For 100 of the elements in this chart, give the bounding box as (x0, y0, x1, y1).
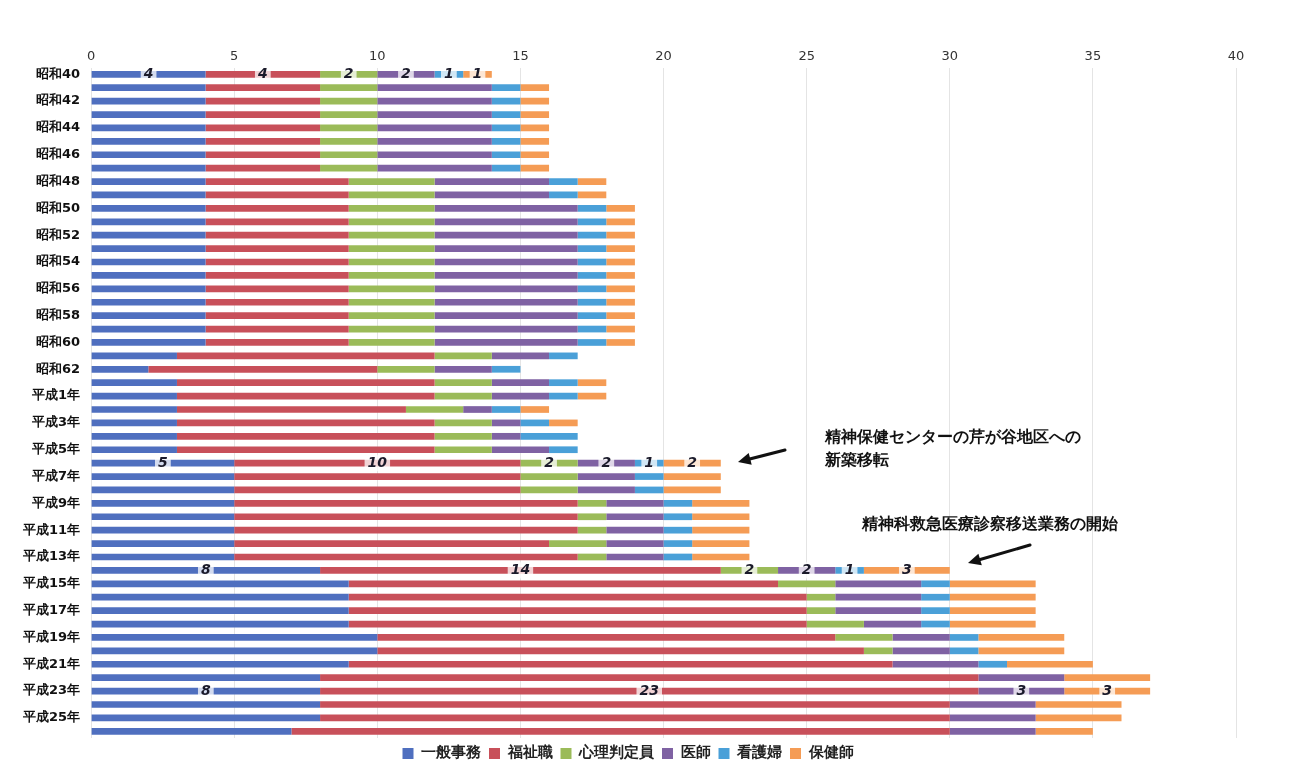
y-tick-label: 平成1年 (31, 387, 81, 403)
data-label: 8 (200, 681, 211, 698)
bar (348, 178, 435, 185)
bar (491, 151, 521, 159)
y-tick-label: 昭和44 (36, 119, 81, 135)
bar (205, 298, 349, 306)
y-tick-label: 平成23年 (22, 682, 81, 698)
data-label: 2 (544, 453, 554, 470)
bar (520, 473, 578, 480)
bar (91, 285, 206, 293)
y-tick-label: 平成19年 (22, 628, 81, 644)
bar (606, 218, 635, 226)
y-tick-label: 昭和56 (36, 280, 81, 296)
bar (205, 205, 349, 212)
bar (434, 312, 578, 319)
bar (663, 513, 693, 521)
bar (91, 151, 206, 159)
bar (205, 285, 349, 293)
bar (205, 84, 321, 92)
bar (320, 714, 950, 722)
x-tick-label: 35 (1084, 48, 1102, 64)
bar (692, 513, 750, 521)
bar (491, 432, 521, 440)
bar (806, 607, 836, 614)
y-tick-label: 昭和48 (36, 172, 81, 188)
bar (1064, 674, 1151, 682)
legend-label: 医師 (680, 743, 711, 762)
bar (1007, 660, 1093, 668)
bar (577, 513, 607, 521)
bar (348, 231, 435, 239)
bar (205, 111, 321, 118)
bar (606, 205, 635, 212)
bar (491, 84, 521, 92)
bar (634, 473, 664, 480)
bar (377, 84, 492, 92)
y-tick-label: 昭和54 (36, 253, 81, 269)
data-label: 5 (158, 453, 169, 470)
bar (348, 272, 435, 279)
y-tick-label: 平成17年 (22, 602, 81, 617)
bar (377, 647, 864, 655)
bar (91, 191, 206, 199)
bar (434, 365, 492, 373)
bar (663, 526, 693, 534)
x-tick-label: 20 (655, 48, 672, 64)
bar (663, 473, 721, 480)
bar (91, 124, 206, 132)
bar (1035, 727, 1093, 735)
bar (692, 526, 750, 534)
bar (949, 714, 1036, 722)
bar (577, 473, 635, 480)
bar (91, 674, 321, 682)
bar (892, 660, 979, 668)
bar (176, 392, 435, 400)
bar (91, 379, 177, 387)
bar (234, 500, 578, 507)
bar (320, 111, 378, 118)
bar (91, 365, 149, 373)
bar (234, 473, 521, 480)
bar (91, 660, 349, 668)
bar (491, 406, 521, 413)
bar (91, 245, 206, 252)
bar (949, 593, 1036, 601)
bar (892, 634, 950, 641)
bar (434, 446, 492, 454)
bar (205, 231, 349, 239)
legend-label: 看護婦 (736, 743, 782, 762)
bar (205, 245, 349, 252)
bar (91, 111, 206, 118)
bar (91, 540, 235, 547)
bar (91, 406, 177, 413)
bar (806, 593, 836, 601)
bar (520, 124, 550, 132)
data-label: 3 (901, 561, 912, 578)
bar (520, 486, 578, 494)
bar (434, 231, 578, 239)
bar (921, 593, 950, 601)
bar (606, 312, 635, 319)
bar (606, 325, 635, 333)
bar (148, 365, 378, 373)
bar (978, 660, 1008, 668)
y-tick-label: 平成7年 (31, 467, 81, 483)
bar (520, 406, 550, 413)
bar (377, 111, 492, 118)
bar (949, 701, 1036, 708)
data-label: 14 (510, 561, 531, 578)
bar (434, 339, 578, 346)
bar (91, 607, 349, 614)
bar (291, 727, 950, 735)
x-tick-label: 40 (1227, 48, 1245, 64)
y-tick-label: 昭和46 (36, 146, 81, 162)
bar (606, 285, 635, 293)
bar (405, 406, 464, 413)
y-tick-label: 昭和40 (36, 65, 81, 81)
bar (348, 607, 807, 614)
bar (434, 285, 578, 293)
x-tick-label: 10 (369, 48, 386, 64)
y-tick-label: 平成13年 (22, 548, 81, 564)
bar (205, 272, 349, 279)
data-label: 3 (1102, 681, 1113, 698)
bar (520, 151, 550, 159)
